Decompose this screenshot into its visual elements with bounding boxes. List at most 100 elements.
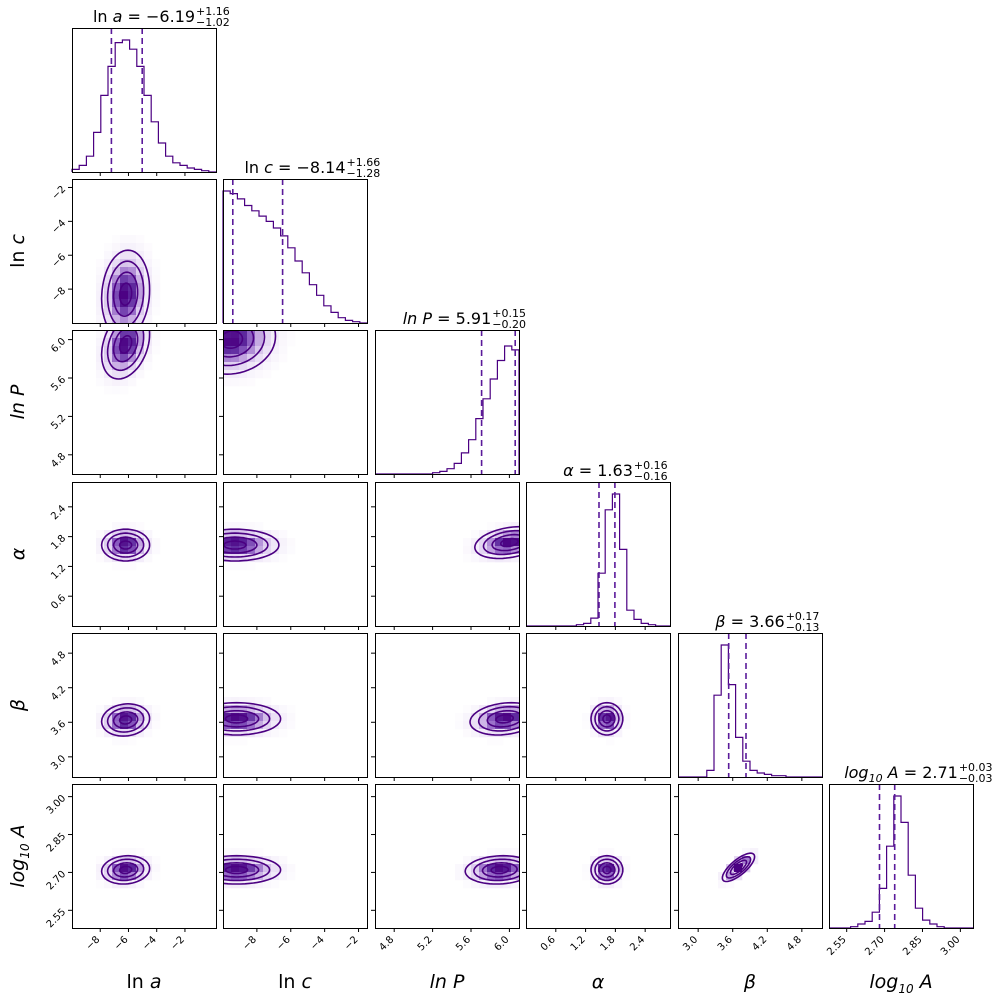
histogram-alpha (526, 482, 670, 627)
x-tick-label-ln_c: −2 (342, 934, 360, 952)
density-cell (239, 864, 248, 873)
density-cell (279, 705, 288, 714)
density-layer (96, 235, 759, 889)
density-cell (112, 554, 121, 563)
density-cell (279, 538, 288, 547)
density-cell (590, 713, 599, 722)
density-cell (247, 864, 256, 873)
density-cell (144, 362, 153, 371)
contours-ln_P-alpha (473, 525, 519, 560)
histogram-step-ln_a (71, 39, 216, 173)
density-cell (287, 721, 296, 730)
y-tick-label-beta: 4.8 (49, 650, 68, 669)
density-cell (152, 546, 161, 555)
density-cell (120, 697, 129, 706)
contour-0.5sigma (118, 865, 133, 875)
density-cell (96, 299, 105, 308)
density-cell (503, 705, 512, 714)
density-cell (152, 864, 161, 873)
density-cell (279, 346, 288, 355)
density-cell (239, 721, 248, 730)
density-cell (223, 354, 232, 363)
density-cell (112, 307, 121, 316)
x-tick-label-alpha: 1.2 (569, 934, 588, 953)
contour-1sigma (223, 861, 260, 878)
density-cell (511, 546, 519, 555)
density-cell (136, 538, 145, 547)
density-cell (239, 522, 248, 531)
density-cell (136, 291, 145, 300)
density-cell (231, 713, 240, 722)
density-cell (247, 562, 256, 571)
density-cell (120, 554, 129, 563)
density-cell (223, 330, 232, 339)
density-cell (136, 354, 145, 363)
density-cell (223, 522, 232, 531)
density-cell (104, 386, 113, 395)
density-ln_c-ln_P (223, 330, 296, 387)
density-cell (136, 275, 145, 284)
contour-2sigma (100, 702, 151, 737)
y-axis-label-log10_A: log10 A (7, 824, 32, 887)
density-cell (128, 275, 137, 284)
contour-1.5sigma (223, 858, 271, 882)
contours-ln_c-beta (223, 701, 282, 736)
contour-0.5sigma (118, 715, 133, 725)
contours-ln_P-log10_A (464, 854, 519, 885)
contour-2sigma (721, 852, 756, 883)
density-cell (503, 880, 512, 889)
density-cell (255, 538, 264, 547)
density-cell (136, 370, 145, 379)
histogram-step-alpha (526, 493, 670, 627)
contour-0.5sigma (118, 334, 133, 354)
density-cell (471, 538, 480, 547)
density-cell (455, 721, 464, 730)
title-minus-ln_P: −0.20 (492, 318, 526, 331)
contour-1.5sigma (223, 532, 269, 558)
density-cell (239, 330, 248, 339)
x-tick-label-ln_a: −4 (141, 934, 159, 952)
contour-0.5sigma (224, 713, 249, 724)
density-cell (144, 872, 153, 881)
density-cell (104, 338, 113, 347)
density-cell (247, 705, 256, 714)
contour-1sigma (223, 709, 260, 728)
x-tick-label-ln_P: 5.6 (454, 934, 473, 953)
y-tick-label-beta: 4.2 (49, 684, 68, 703)
density-cell (136, 259, 145, 268)
contours-alpha-beta (590, 701, 624, 736)
density-cell (263, 362, 272, 371)
density-cell (112, 880, 121, 889)
density-cell (503, 538, 512, 547)
density-cell (598, 729, 607, 738)
density-cell (479, 856, 488, 865)
density-cell (255, 872, 264, 881)
contour-1.5sigma (594, 705, 620, 732)
contours-ln_a-beta (100, 702, 151, 737)
density-cell (128, 729, 137, 738)
x-axis-label-log10_A: log10 A (869, 971, 932, 996)
density-cell (263, 721, 272, 730)
density-cell (263, 546, 272, 555)
density-cell (487, 848, 496, 857)
density-cell (96, 729, 105, 738)
density-cell (144, 554, 153, 563)
density-cell (144, 259, 153, 268)
panel-frame-ln_a-alpha (72, 482, 217, 627)
density-cell (479, 721, 488, 730)
density-cell (128, 354, 137, 363)
density-cell (120, 713, 129, 722)
density-cell (144, 705, 153, 714)
density-cell (263, 872, 272, 881)
density-cell (231, 378, 240, 387)
density-cell (471, 705, 480, 714)
density-cell (718, 880, 727, 889)
density-cell (104, 330, 113, 339)
panel-frame-ln_a-ln_P (72, 330, 217, 475)
density-cell (223, 697, 232, 706)
density-cell (152, 299, 161, 308)
x-tick-label-ln_c: −6 (275, 934, 293, 952)
density-cell (120, 546, 129, 555)
y-tick-label-ln_P: 5.2 (49, 413, 68, 432)
density-cell (120, 705, 129, 714)
